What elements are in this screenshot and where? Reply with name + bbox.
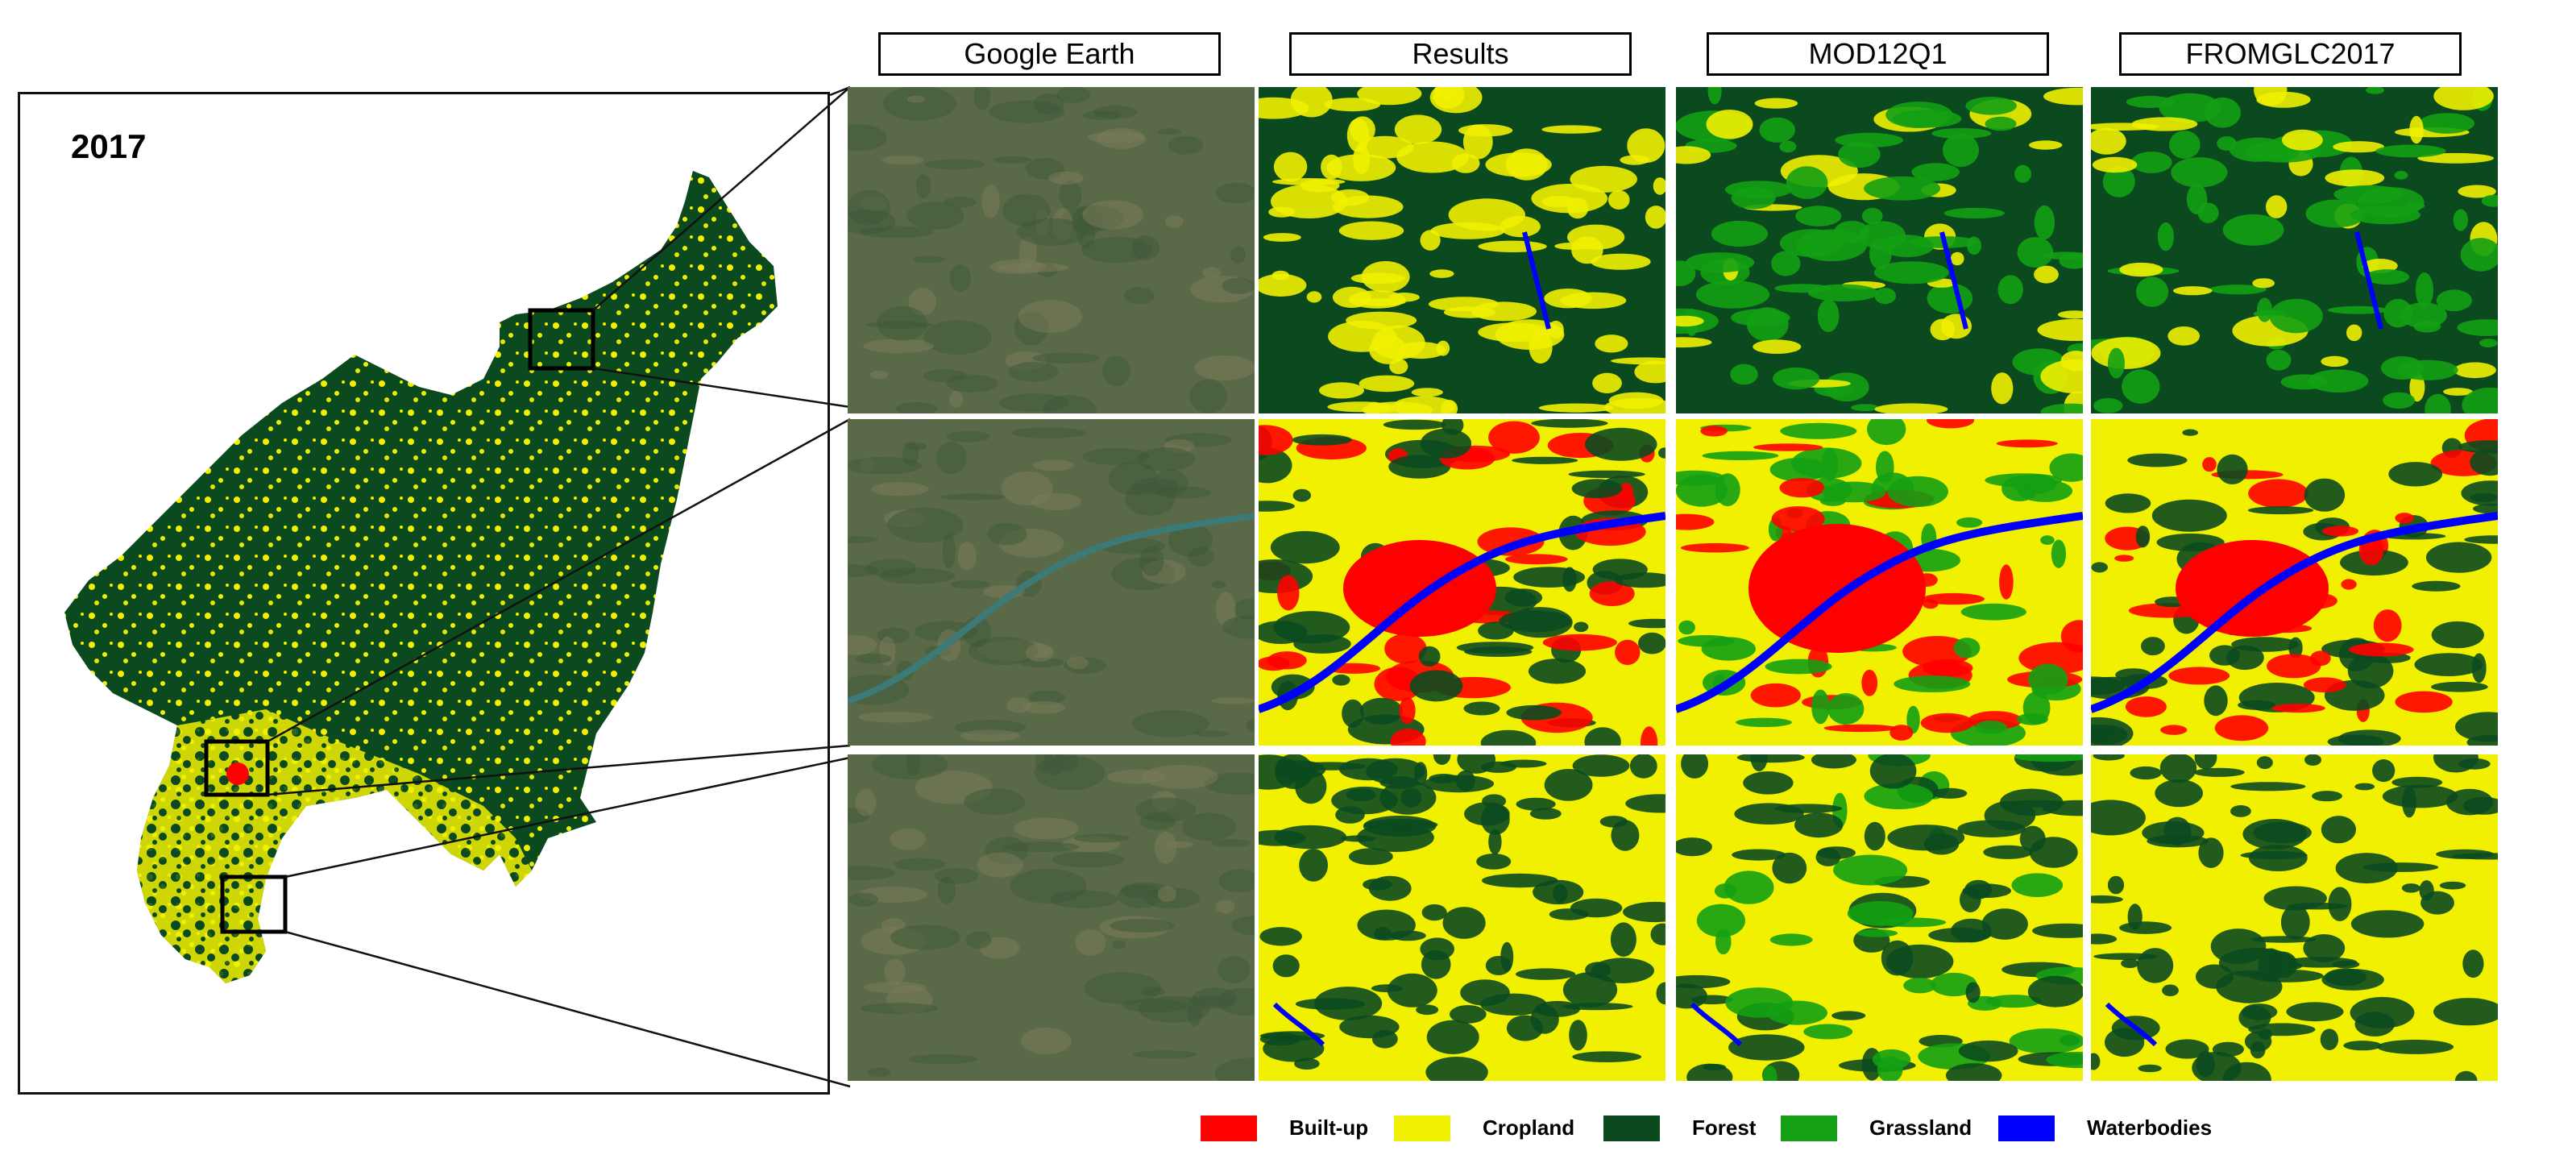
year-label: 2017 bbox=[71, 127, 147, 165]
panel-google-earth-north bbox=[848, 87, 1255, 413]
panel-fromglc2017-pyongyang bbox=[2091, 419, 2498, 746]
panel-mod12q1-south bbox=[1676, 754, 2083, 1081]
header-google-earth: Google Earth bbox=[878, 32, 1221, 76]
panel-google-earth-pyongyang bbox=[848, 419, 1255, 746]
legend-label-grassland: Grassland bbox=[1869, 1116, 1972, 1140]
legend-label-forest: Forest bbox=[1692, 1116, 1757, 1140]
panel-google-earth-south bbox=[848, 754, 1255, 1081]
legend-swatch-waterbodies bbox=[1998, 1116, 2055, 1141]
legend-label-cropland: Cropland bbox=[1483, 1116, 1575, 1140]
legend-swatch-builtup bbox=[1201, 1116, 1257, 1141]
panel-results-north bbox=[1259, 87, 1665, 413]
connector-lines bbox=[267, 85, 851, 1088]
header-fromglc2017: FROMGLC2017 bbox=[2119, 32, 2462, 76]
legend-swatch-cropland bbox=[1394, 1116, 1450, 1141]
legend-swatch-grassland bbox=[1781, 1116, 1837, 1141]
panel-mod12q1-north bbox=[1676, 87, 2083, 413]
panel-fromglc2017-south bbox=[2091, 754, 2498, 1081]
inset-box-south bbox=[220, 875, 288, 934]
inset-box-north bbox=[528, 308, 595, 371]
panel-mod12q1-pyongyang bbox=[1676, 419, 2083, 746]
legend-swatch-forest bbox=[1603, 1116, 1660, 1141]
legend-label-builtup: Built-up bbox=[1289, 1116, 1369, 1140]
panel-results-pyongyang bbox=[1259, 419, 1665, 746]
panel-fromglc2017-north bbox=[2091, 87, 2498, 413]
pyongyang-builtup bbox=[226, 762, 249, 785]
panel-results-south bbox=[1259, 754, 1665, 1081]
legend-label-waterbodies: Waterbodies bbox=[2087, 1116, 2213, 1140]
header-mod12q1: MOD12Q1 bbox=[1707, 32, 2049, 76]
inset-box-middle bbox=[204, 739, 270, 797]
header-results: Results bbox=[1289, 32, 1632, 76]
